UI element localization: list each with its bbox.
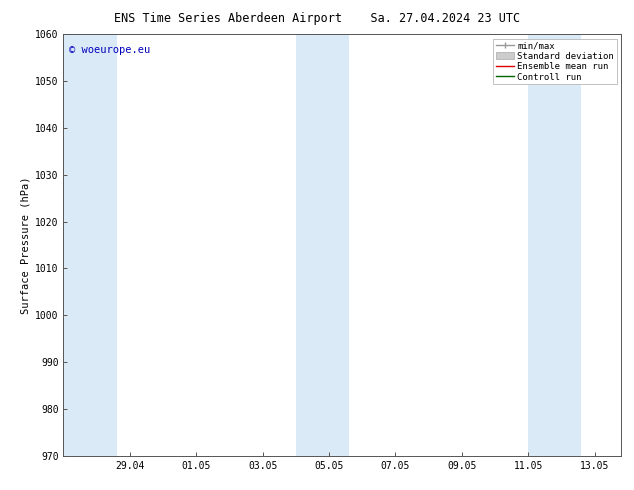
Y-axis label: Surface Pressure (hPa): Surface Pressure (hPa) — [21, 176, 31, 314]
Legend: min/max, Standard deviation, Ensemble mean run, Controll run: min/max, Standard deviation, Ensemble me… — [493, 39, 617, 84]
Bar — [528, 34, 581, 456]
Text: © woeurope.eu: © woeurope.eu — [69, 45, 150, 55]
Text: ENS Time Series Aberdeen Airport    Sa. 27.04.2024 23 UTC: ENS Time Series Aberdeen Airport Sa. 27.… — [114, 12, 520, 25]
Bar — [296, 34, 349, 456]
Bar — [63, 34, 117, 456]
